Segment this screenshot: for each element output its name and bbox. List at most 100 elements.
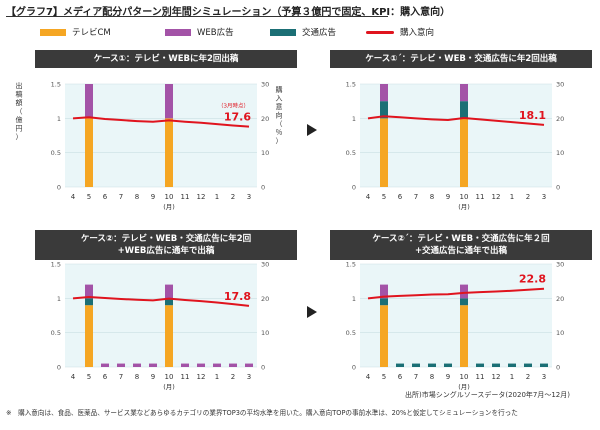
x-tick-label: 11 <box>181 373 190 381</box>
y-tick-label-right: 30 <box>261 261 269 269</box>
x-tick-label: 8 <box>135 193 139 201</box>
x-tick-label: 5 <box>382 193 386 201</box>
y-tick-label-right: 0 <box>261 364 265 372</box>
plot-area <box>360 264 552 367</box>
x-tick-label: 11 <box>476 373 485 381</box>
bar-transit <box>396 363 404 367</box>
bar-tv <box>85 305 93 367</box>
x-tick-label: 8 <box>430 193 434 201</box>
x-month-unit: (月) <box>458 203 470 211</box>
intent-line <box>367 115 545 126</box>
bar-transit <box>540 363 548 367</box>
x-tick-label: 3 <box>542 373 546 381</box>
y-tick-label-left: 1.5 <box>51 261 61 269</box>
x-tick-label: 10 <box>460 373 469 381</box>
y-tick-label-left: 1 <box>57 295 61 303</box>
x-tick-label: 4 <box>71 193 76 201</box>
legend-intent-label: 購入意向 <box>400 28 435 38</box>
bar-transit <box>524 363 532 367</box>
end-value-label: 22.8 <box>519 273 546 286</box>
bar-transit <box>476 363 484 367</box>
bar-transit <box>444 363 452 367</box>
bar-web <box>197 363 205 367</box>
x-tick-label: 3 <box>247 193 251 201</box>
x-tick-label: 4 <box>366 373 371 381</box>
chart-panel-case2-prime: ケース②´：テレビ・WEB・交通広告に年２回 +交通広告に通年で出稿 0 0.5 1… <box>330 230 592 410</box>
y-tick-label-right: 30 <box>261 81 269 89</box>
bar-web <box>245 363 253 367</box>
source-note: 出所)市場シングルソースデータ(2020年7月〜12月) <box>404 391 570 399</box>
y-tick-label-left: 0 <box>57 364 61 372</box>
end-value-label: 17.6 <box>224 111 251 124</box>
x-tick-label: 12 <box>197 193 206 201</box>
x-tick-label: 3 <box>247 373 251 381</box>
bar-web <box>117 363 125 367</box>
y-tick-label-right: 10 <box>261 149 269 157</box>
x-tick-label: 8 <box>135 373 139 381</box>
annotation-label: （3月時点） <box>218 102 249 110</box>
bar-tv <box>380 118 388 187</box>
x-tick-label: 5 <box>382 373 386 381</box>
bar-tv <box>165 305 173 367</box>
x-tick-label: 1 <box>215 193 219 201</box>
panel-title: ケース①´：テレビ・WEB・交通広告に年2回出稿 <box>330 50 592 68</box>
bar-tv <box>85 118 93 187</box>
x-tick-label: 6 <box>103 373 108 381</box>
title-underline <box>6 16 388 17</box>
bar-transit <box>508 363 516 367</box>
x-tick-label: 1 <box>215 373 219 381</box>
x-tick-label: 12 <box>492 193 501 201</box>
x-tick-label: 10 <box>460 193 469 201</box>
bar-web <box>165 84 173 119</box>
bar-web <box>460 284 468 299</box>
bar-web <box>380 84 388 102</box>
bar-web <box>149 363 157 367</box>
x-tick-label: 5 <box>87 193 91 201</box>
legend-transit-label: 交通広告 <box>302 28 337 38</box>
bar-web <box>101 363 109 367</box>
x-tick-label: 6 <box>103 193 108 201</box>
x-tick-label: 12 <box>492 373 501 381</box>
legend: テレビCM WEB広告 交通広告 購入意向 <box>40 26 510 40</box>
legend-web-label: WEB広告 <box>197 28 234 38</box>
bar-tv <box>460 305 468 367</box>
legend-tv: テレビCM <box>40 26 111 38</box>
y-tick-label-right: 10 <box>261 329 269 337</box>
bar-tv <box>380 305 388 367</box>
legend-tv-label: テレビCM <box>72 28 111 38</box>
x-tick-label: 9 <box>446 193 450 201</box>
y-tick-label-left: 0 <box>352 184 356 192</box>
x-tick-label: 10 <box>165 193 174 201</box>
bar-web <box>85 284 93 299</box>
legend-intent-line <box>366 30 394 34</box>
chart-panel-case1: ケース①：テレビ・WEBに年2回出稿 0 0.5 1 1.5 0 10 20 30 4 5 6 7 8 9… <box>16 50 297 230</box>
legend-tv-swatch <box>40 28 66 36</box>
intent-line <box>367 287 545 300</box>
x-tick-label: 7 <box>414 193 418 201</box>
chart-panel-case1-prime: ケース①´：テレビ・WEB・交通広告に年2回出稿 0 0.5 1 1.5 0 10 20 30… <box>330 50 592 230</box>
arrow-right-icon <box>307 306 317 318</box>
bar-web <box>380 284 388 299</box>
y-tick-label-right: 20 <box>556 115 564 123</box>
intent-line <box>72 295 250 307</box>
end-value-label: 17.8 <box>224 290 251 303</box>
bar-web <box>85 84 93 119</box>
y-tick-label-right: 0 <box>261 184 265 192</box>
y-tick-label-left: 0.5 <box>346 149 356 157</box>
bar-web <box>181 363 189 367</box>
bar-transit <box>380 298 388 306</box>
x-tick-label: 7 <box>414 373 418 381</box>
legend-web-swatch <box>165 28 191 36</box>
intent-line <box>72 116 250 128</box>
x-tick-label: 11 <box>476 193 485 201</box>
y-axis-label-left: 出稿額（億円） <box>16 81 23 141</box>
y-tick-label-right: 0 <box>556 364 560 372</box>
x-tick-label: 7 <box>119 373 123 381</box>
bar-transit <box>428 363 436 367</box>
bar-tv <box>165 118 173 187</box>
x-tick-label: 2 <box>526 193 530 201</box>
